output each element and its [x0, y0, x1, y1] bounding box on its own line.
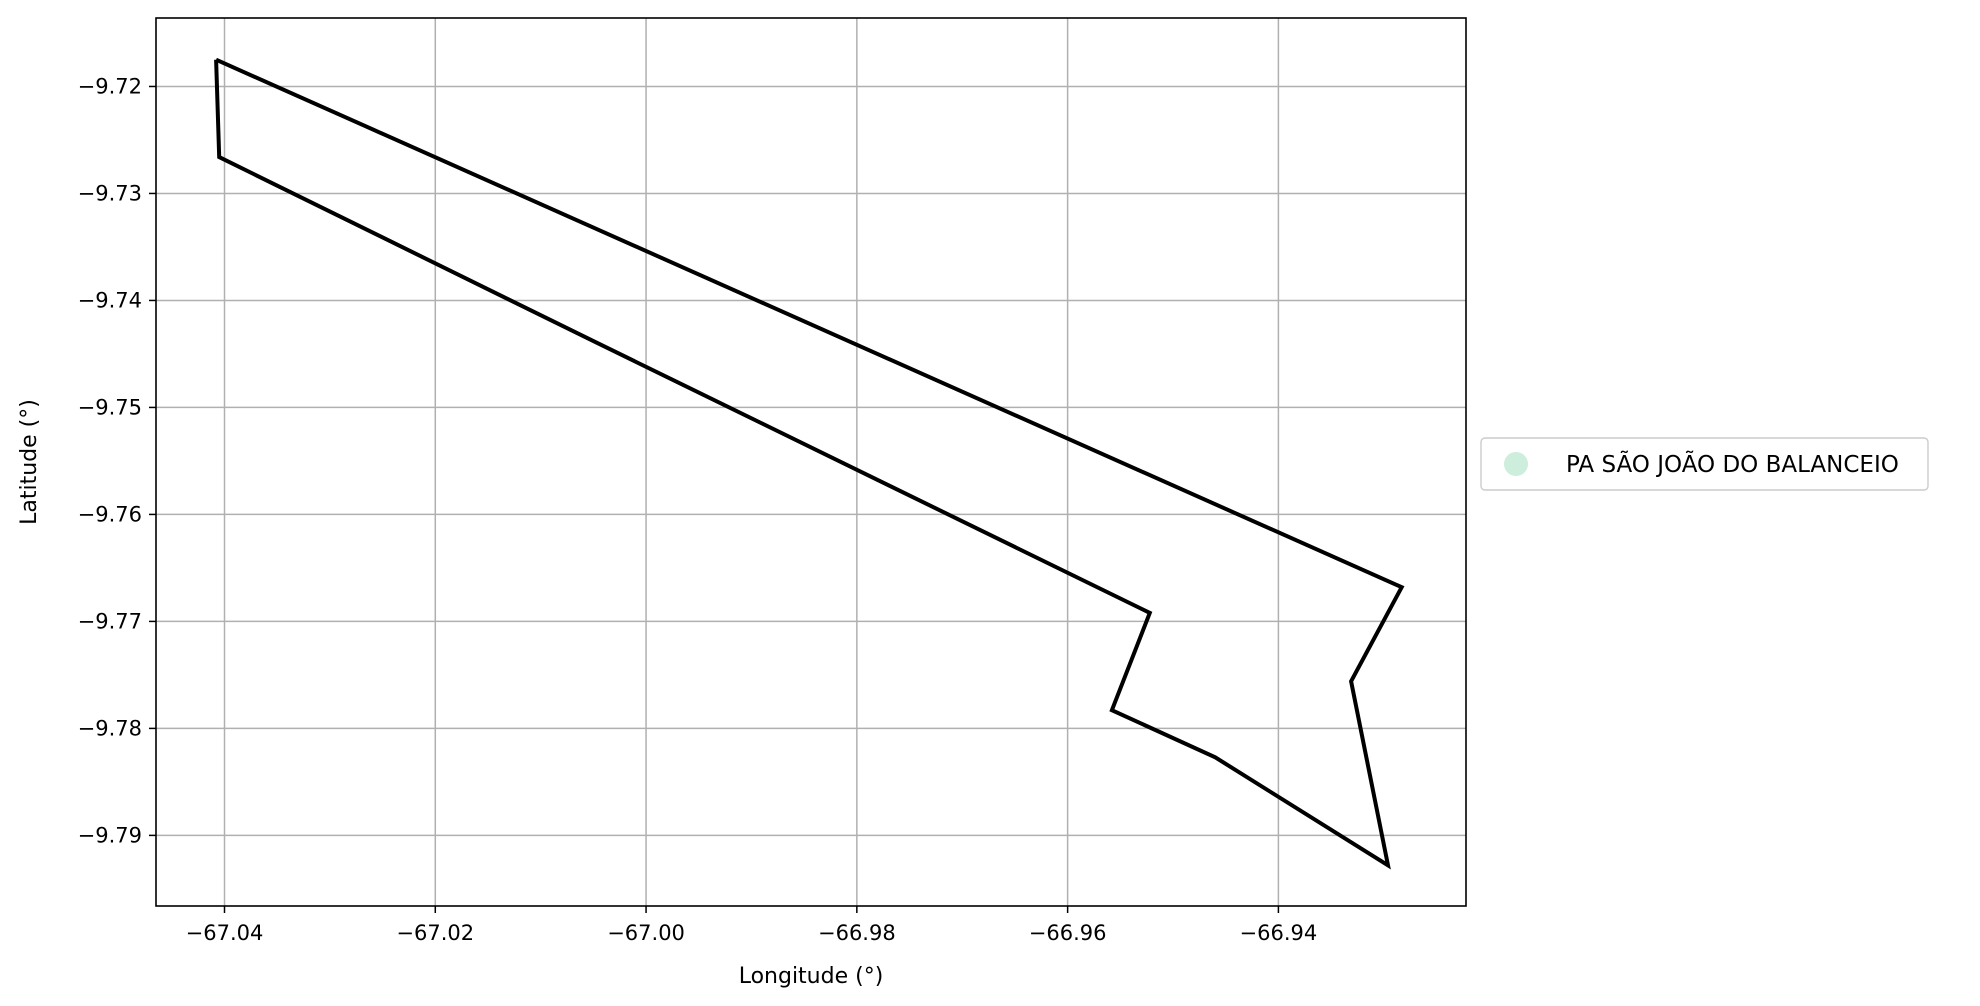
x-tick-label: −67.04 — [186, 921, 264, 945]
y-tick-label: −9.75 — [78, 395, 142, 419]
y-tick-label: −9.77 — [78, 609, 142, 633]
y-tick-label: −9.74 — [78, 288, 142, 312]
y-tick-label: −9.76 — [78, 502, 142, 526]
polygon-layer — [214, 57, 1405, 870]
grid-lines — [156, 18, 1466, 906]
y-tick-label: −9.73 — [78, 181, 142, 205]
y-tick-label: −9.72 — [78, 74, 142, 98]
legend: PA SÃO JOÃO DO BALANCEIO — [1480, 437, 1929, 491]
region-outline — [214, 57, 1405, 870]
axis-ticks: −67.04 −67.02 −67.00 −66.98 −66.96 −66.94 −9.7… — [78, 74, 1318, 945]
y-tick-label: −9.78 — [78, 716, 142, 740]
x-tick-label: −66.94 — [1240, 921, 1318, 945]
legend-marker-circle — [1504, 452, 1528, 476]
y-tick-label: −9.79 — [78, 823, 142, 847]
x-tick-label: −66.98 — [818, 921, 896, 945]
x-tick-label: −66.96 — [1029, 921, 1107, 945]
x-tick-label: −67.00 — [607, 921, 685, 945]
x-tick-label: −67.02 — [396, 921, 474, 945]
plot-frame — [155, 17, 1467, 907]
legend-box — [1480, 437, 1929, 491]
x-axis-label: Longitude (°) — [739, 964, 884, 989]
y-axis-label: Latitude (°) — [17, 399, 42, 525]
legend-entry-label: PA SÃO JOÃO DO BALANCEIO — [1566, 450, 1899, 478]
